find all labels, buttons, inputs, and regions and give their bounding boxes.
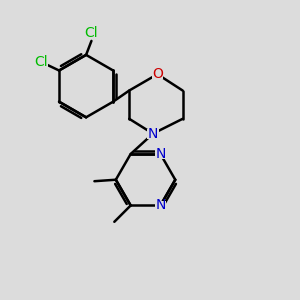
Bar [155, 149, 166, 159]
Bar [155, 201, 166, 210]
Bar [84, 28, 99, 39]
Bar [147, 129, 159, 139]
Text: N: N [155, 199, 166, 212]
Bar [152, 69, 163, 79]
Text: N: N [148, 127, 158, 141]
Text: Cl: Cl [34, 55, 47, 69]
Text: N: N [155, 147, 166, 161]
Text: O: O [152, 67, 163, 81]
Text: Cl: Cl [85, 26, 98, 40]
Bar [33, 56, 48, 67]
